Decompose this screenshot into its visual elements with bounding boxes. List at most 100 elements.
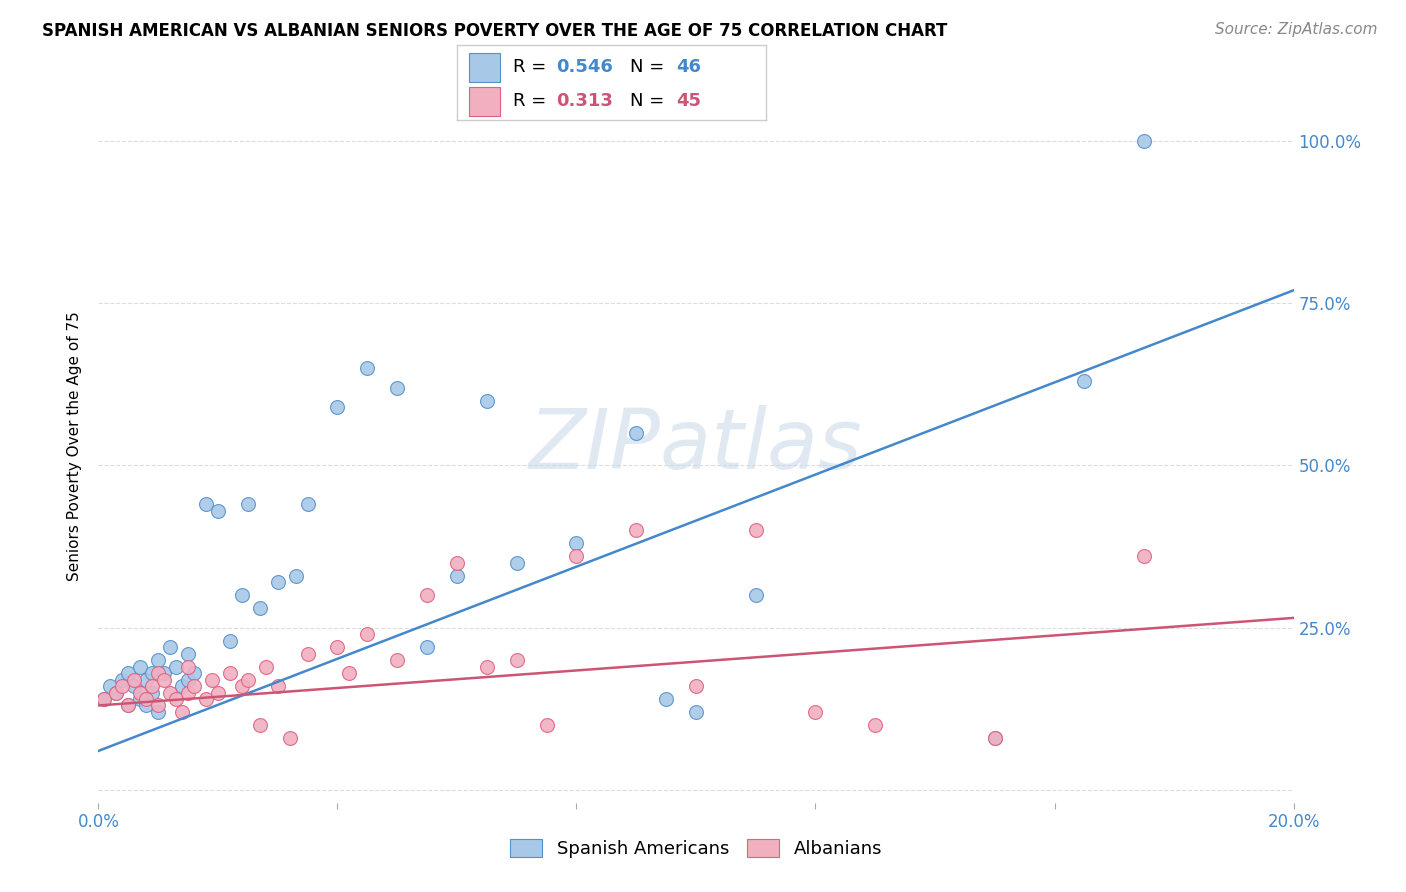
Point — [135, 692, 157, 706]
Point — [172, 679, 194, 693]
Point — [385, 653, 409, 667]
Point — [249, 601, 271, 615]
Point — [356, 361, 378, 376]
Point — [105, 685, 128, 699]
Point — [135, 673, 157, 687]
Point — [159, 685, 181, 699]
Point — [326, 640, 349, 654]
Point — [506, 556, 529, 570]
Point — [148, 705, 170, 719]
Point — [129, 692, 152, 706]
Point — [565, 549, 588, 564]
Text: SPANISH AMERICAN VS ALBANIAN SENIORS POVERTY OVER THE AGE OF 75 CORRELATION CHAR: SPANISH AMERICAN VS ALBANIAN SENIORS POV… — [42, 22, 948, 40]
Point — [219, 633, 242, 648]
Point — [685, 705, 707, 719]
Point — [124, 679, 146, 693]
Point — [475, 393, 498, 408]
Point — [159, 640, 181, 654]
Text: R =: R = — [513, 58, 546, 77]
Point — [984, 731, 1007, 745]
Text: 0.313: 0.313 — [555, 93, 613, 111]
Point — [446, 568, 468, 582]
Point — [655, 692, 678, 706]
Point — [111, 673, 134, 687]
Point — [183, 666, 205, 681]
Point — [236, 497, 259, 511]
Point — [141, 685, 163, 699]
Text: R =: R = — [513, 93, 546, 111]
Point — [93, 692, 115, 706]
Point — [141, 679, 163, 693]
Point — [297, 497, 319, 511]
Text: 45: 45 — [676, 93, 702, 111]
Point — [172, 705, 194, 719]
Point — [475, 659, 498, 673]
Point — [249, 718, 271, 732]
Point — [117, 698, 139, 713]
Point — [117, 698, 139, 713]
Point — [1133, 134, 1156, 148]
Point — [177, 685, 200, 699]
Point — [177, 659, 200, 673]
Point — [195, 497, 218, 511]
Point — [105, 685, 128, 699]
Point — [506, 653, 529, 667]
Point — [984, 731, 1007, 745]
Point — [254, 659, 277, 673]
Point — [1073, 374, 1095, 388]
Point — [745, 524, 768, 538]
Point — [111, 679, 134, 693]
Point — [165, 692, 187, 706]
Point — [207, 685, 229, 699]
Point — [385, 381, 409, 395]
Point — [356, 627, 378, 641]
Point — [267, 679, 290, 693]
Point — [565, 536, 588, 550]
Point — [177, 673, 200, 687]
Point — [201, 673, 224, 687]
Point — [148, 653, 170, 667]
Point — [626, 425, 648, 440]
Point — [278, 731, 301, 745]
Point — [1133, 549, 1156, 564]
Point — [148, 666, 170, 681]
Point — [100, 679, 122, 693]
Point — [339, 666, 360, 681]
Point — [231, 679, 253, 693]
Point — [236, 673, 259, 687]
Point — [93, 692, 115, 706]
Point — [129, 685, 152, 699]
Text: Source: ZipAtlas.com: Source: ZipAtlas.com — [1215, 22, 1378, 37]
Point — [183, 679, 205, 693]
Point — [148, 698, 170, 713]
Point — [626, 524, 648, 538]
Point — [416, 588, 439, 602]
Point — [177, 647, 200, 661]
Point — [207, 504, 229, 518]
Point — [326, 400, 349, 414]
Text: 0.546: 0.546 — [555, 58, 613, 77]
Point — [117, 666, 139, 681]
Point — [195, 692, 218, 706]
Bar — [470, 53, 501, 82]
Point — [536, 718, 558, 732]
Point — [284, 568, 307, 582]
Text: 46: 46 — [676, 58, 702, 77]
Point — [685, 679, 707, 693]
Point — [129, 659, 152, 673]
Point — [165, 659, 187, 673]
Point — [141, 666, 163, 681]
Point — [267, 575, 290, 590]
Point — [416, 640, 439, 654]
Text: N =: N = — [630, 93, 665, 111]
Point — [745, 588, 768, 602]
Y-axis label: Seniors Poverty Over the Age of 75: Seniors Poverty Over the Age of 75 — [67, 311, 83, 581]
Point — [135, 698, 157, 713]
Point — [219, 666, 242, 681]
Bar — [470, 87, 501, 116]
Point — [865, 718, 887, 732]
Point — [231, 588, 253, 602]
Legend: Spanish Americans, Albanians: Spanish Americans, Albanians — [502, 831, 890, 865]
Point — [153, 673, 176, 687]
Text: N =: N = — [630, 58, 665, 77]
